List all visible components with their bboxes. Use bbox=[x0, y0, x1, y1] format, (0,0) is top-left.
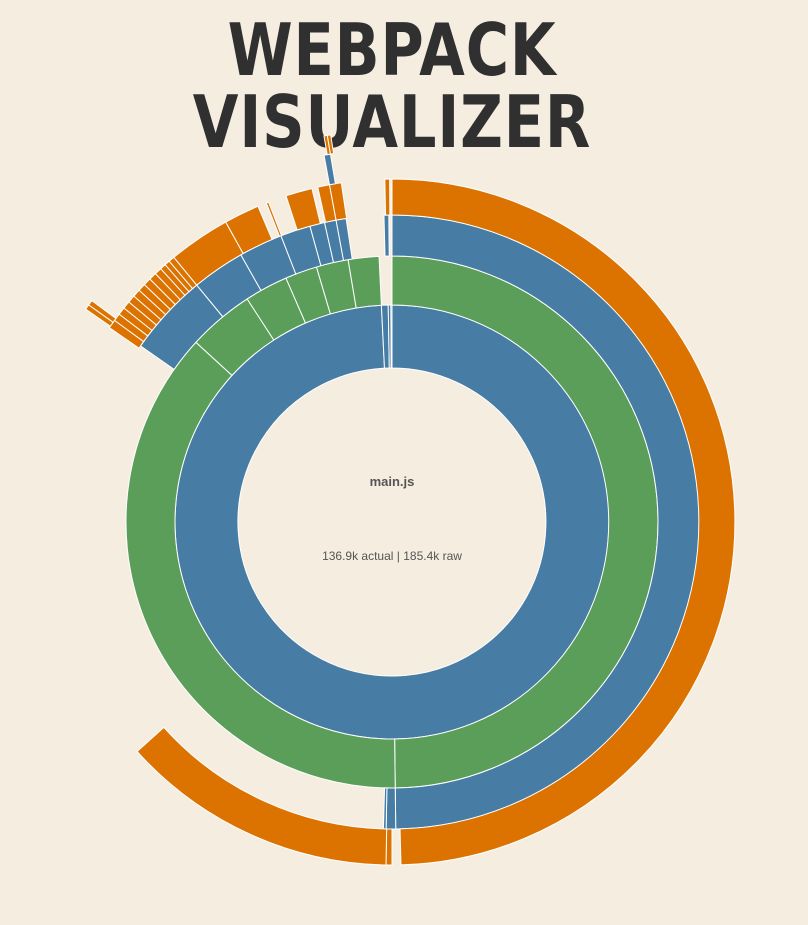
sunburst-arc-depth3-2[interactable] bbox=[382, 787, 388, 830]
page-title: WEBPACK VISUALIZER bbox=[192, 8, 592, 164]
sunburst-arc-depth5-0[interactable] bbox=[323, 153, 336, 186]
sunburst-arc-depth4-18[interactable] bbox=[265, 201, 283, 238]
center-size-label: 136.9k actual | 185.4k raw bbox=[322, 549, 462, 563]
sunburst-arc-depth3-1[interactable] bbox=[385, 787, 397, 830]
center-file-name: main.js bbox=[370, 474, 415, 489]
sunburst-arc-depth2-6[interactable] bbox=[347, 255, 382, 309]
sunburst-arc-depth1-3[interactable] bbox=[390, 304, 393, 369]
sunburst-rings bbox=[85, 134, 736, 866]
sunburst-arc-depth5-1[interactable] bbox=[88, 299, 117, 324]
sunburst-arc-depth4-22[interactable] bbox=[384, 178, 391, 216]
sunburst-arc-depth3-10[interactable] bbox=[383, 214, 390, 257]
sunburst-arc-depth4-19[interactable] bbox=[285, 187, 321, 231]
sunburst-arc-depth4-2[interactable] bbox=[136, 726, 388, 866]
sunburst-arc-depth4-17[interactable] bbox=[225, 205, 273, 255]
sunburst-arc-depth4-0[interactable] bbox=[391, 178, 736, 866]
sunburst-arc-depth6-1[interactable] bbox=[326, 134, 335, 155]
sunburst-arc-depth1-0[interactable] bbox=[174, 304, 610, 740]
